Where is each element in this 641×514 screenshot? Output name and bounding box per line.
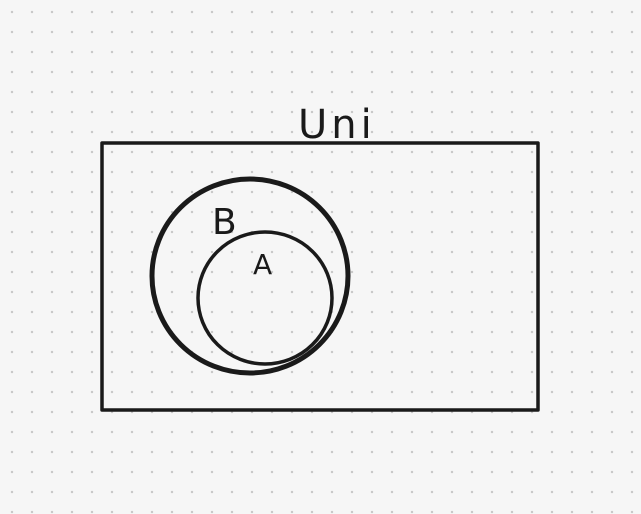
set-b-label: B xyxy=(212,202,237,243)
set-a-circle xyxy=(196,230,334,366)
set-b-circle xyxy=(149,176,351,376)
universe-rectangle xyxy=(100,141,540,412)
set-a-label: A xyxy=(253,248,272,281)
universe-label: Uni xyxy=(298,102,376,148)
